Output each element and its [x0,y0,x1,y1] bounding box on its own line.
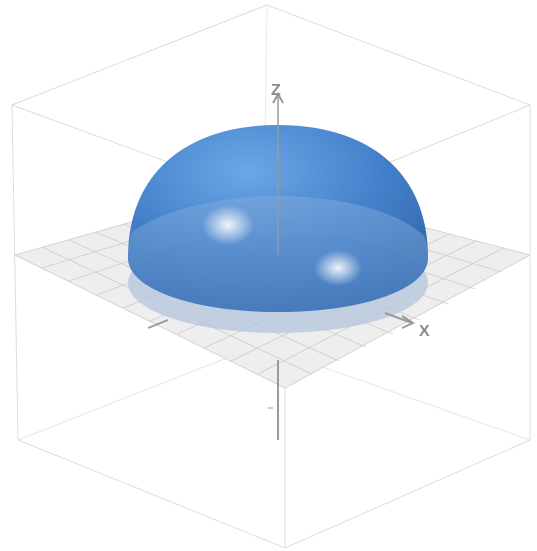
x-axis-label: X [419,323,430,340]
x-axis-negative [147,319,169,329]
axes [147,91,416,440]
z-axis-label: Z [271,82,281,99]
x-axis [384,312,413,324]
